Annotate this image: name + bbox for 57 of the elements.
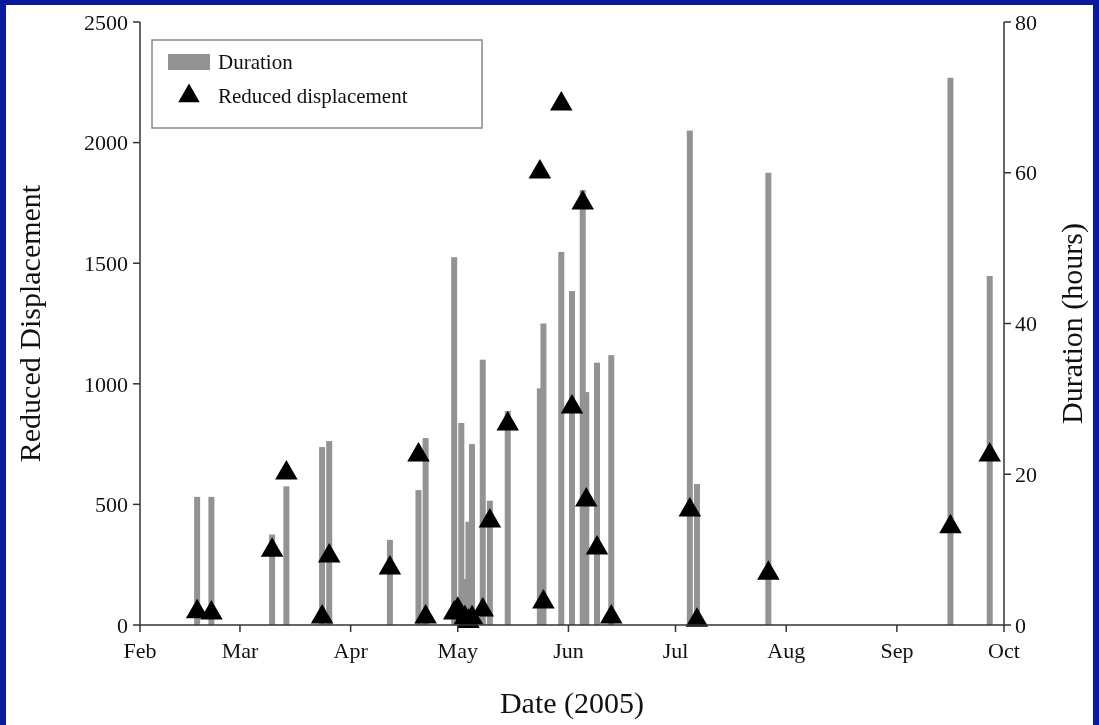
bar [540,323,547,625]
x-tick-label: Jun [553,638,584,663]
point [571,189,594,210]
y2-tick-label: 20 [1015,461,1037,487]
point [496,411,520,431]
y2-axis-title: Duration (hours) [1055,223,1089,424]
point [560,393,584,414]
y-tick-label: 500 [95,492,128,518]
point [407,441,430,462]
y-tick-label: 2000 [84,130,128,156]
point [550,90,573,111]
bar [504,410,511,625]
x-tick-label: Oct [988,638,1020,663]
bar [986,276,993,625]
y-tick-label: 1000 [84,371,128,397]
point [585,535,609,555]
bar [947,77,954,625]
point [978,441,1001,462]
point [317,543,341,563]
point [757,560,780,580]
x-tick-label: May [437,638,478,663]
x-tick-label: Feb [123,638,157,663]
bar [765,172,772,625]
y2-tick-label: 80 [1015,9,1037,35]
point [478,508,502,528]
point [310,604,334,624]
x-tick-label: Mar [221,638,259,663]
point [532,589,555,609]
y-tick-label: 1500 [84,250,128,276]
y2-tick-label: 40 [1015,311,1037,337]
x-tick-label: Sep [880,638,914,663]
x-axis-title: Date (2005) [499,686,645,720]
point [414,604,437,624]
x-tick-label: Jul [662,638,689,663]
legend-label: Duration [218,50,294,75]
bar [569,291,575,625]
bar [415,490,422,625]
bar [558,251,565,625]
y-axis-title: Reduced Displacement [13,184,46,463]
bar [593,362,600,625]
y-tick-label: 0 [117,612,128,638]
y-tick-label: 2500 [84,9,128,35]
bar [283,486,290,625]
point [528,159,552,179]
point [378,555,402,575]
y2-tick-label: 0 [1015,612,1026,638]
legend-label: Reduced displacement [218,84,408,109]
x-tick-label: Aug [767,638,806,663]
point [200,599,223,620]
point [575,487,598,507]
point [260,537,284,557]
point [678,496,702,517]
y2-tick-label: 60 [1015,160,1037,186]
point [939,513,962,534]
point [600,604,623,624]
point [275,460,298,480]
x-tick-label: Apr [333,638,369,663]
